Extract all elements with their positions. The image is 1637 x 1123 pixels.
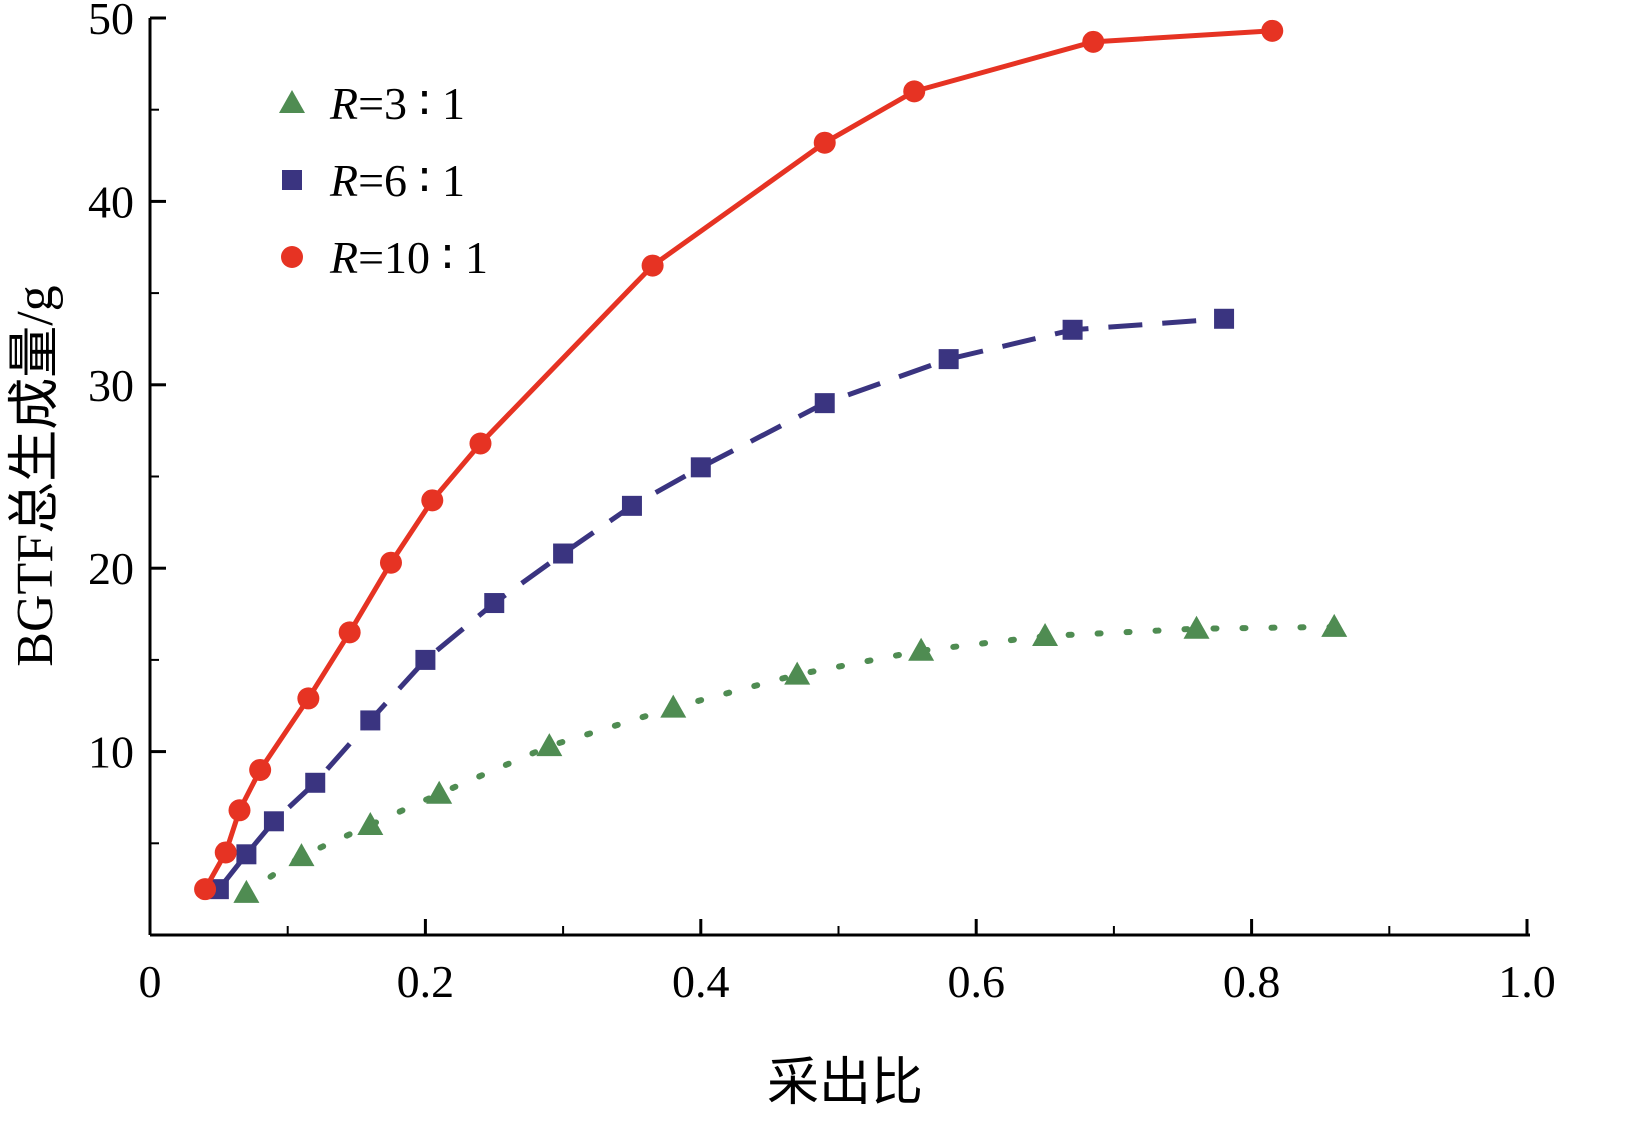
marker-circle xyxy=(297,687,320,710)
marker-square xyxy=(263,811,284,832)
y-tick-label: 20 xyxy=(88,543,134,594)
marker-triangle xyxy=(357,811,384,835)
marker-square xyxy=(690,457,711,478)
x-tick-label: 0.6 xyxy=(947,956,1005,1007)
y-tick-label: 30 xyxy=(88,360,134,411)
x-tick-label: 0.4 xyxy=(672,956,730,1007)
x-tick-label: 0.8 xyxy=(1223,956,1281,1007)
marker-triangle xyxy=(1321,613,1348,637)
marker-square xyxy=(1062,319,1083,340)
marker-square xyxy=(236,844,257,865)
marker-triangle xyxy=(279,90,305,113)
x-tick-label: 1.0 xyxy=(1498,956,1556,1007)
marker-circle xyxy=(1261,19,1284,42)
marker-circle xyxy=(194,878,217,901)
marker-triangle xyxy=(536,733,563,757)
series-line xyxy=(243,623,1338,896)
legend-item: R=6 ∶ 1 xyxy=(282,155,465,206)
series-0 xyxy=(233,613,1348,903)
legend-item: R=3 ∶ 1 xyxy=(279,78,465,129)
marker-circle xyxy=(469,432,492,455)
marker-square xyxy=(282,170,302,190)
legend: R=3 ∶ 1 R=6 ∶ 1 R=10 ∶ 1 xyxy=(279,78,488,283)
marker-square xyxy=(360,710,381,731)
legend-item-label: R=10 ∶ 1 xyxy=(329,232,488,283)
marker-triangle xyxy=(908,637,935,661)
marker-square xyxy=(814,393,835,414)
marker-circle xyxy=(249,758,272,781)
marker-square xyxy=(621,495,642,516)
y-tick-label: 40 xyxy=(88,176,134,227)
series-2 xyxy=(194,19,1284,901)
marker-triangle xyxy=(288,843,315,867)
x-tick-label: 0.2 xyxy=(397,956,455,1007)
marker-triangle xyxy=(426,780,453,804)
marker-square xyxy=(415,649,436,670)
marker-triangle xyxy=(1183,615,1210,639)
y-tick-label: 10 xyxy=(88,727,134,778)
marker-circle xyxy=(281,246,303,268)
marker-circle xyxy=(1082,30,1105,53)
marker-square xyxy=(484,593,505,614)
marker-square xyxy=(1214,308,1235,329)
axes: 0 0.2 0.4 0.6 0.8 1.0 10 20 30 40 50 xyxy=(88,0,1556,1007)
marker-circle xyxy=(338,621,361,644)
legend-item: R=10 ∶ 1 xyxy=(281,232,488,283)
marker-circle xyxy=(903,80,926,103)
marker-triangle xyxy=(233,879,260,903)
x-axis-title: 采出比 xyxy=(767,1055,923,1112)
marker-square xyxy=(305,772,326,793)
marker-triangle xyxy=(784,661,811,685)
marker-circle xyxy=(379,551,402,574)
marker-square xyxy=(938,349,959,370)
marker-circle xyxy=(421,489,444,512)
series-1 xyxy=(208,308,1235,900)
x-tick-label: 0 xyxy=(139,956,162,1007)
y-axis-title: BGTF总生成量/g xyxy=(7,285,64,666)
marker-circle xyxy=(641,254,664,277)
marker-square xyxy=(553,543,574,564)
marker-triangle xyxy=(660,694,687,718)
legend-item-label: R=3 ∶ 1 xyxy=(329,78,465,129)
series-line xyxy=(216,316,1225,891)
y-tick-label: 50 xyxy=(88,0,134,44)
marker-triangle xyxy=(1032,623,1059,647)
marker-circle xyxy=(813,131,836,154)
plot-area: 0 0.2 0.4 0.6 0.8 1.0 10 20 30 40 50 R=3 ∶ 1 R=6 ∶ 1… xyxy=(88,0,1556,1007)
marker-circle xyxy=(228,799,251,822)
legend-item-label: R=6 ∶ 1 xyxy=(329,155,465,206)
marker-circle xyxy=(214,841,237,864)
